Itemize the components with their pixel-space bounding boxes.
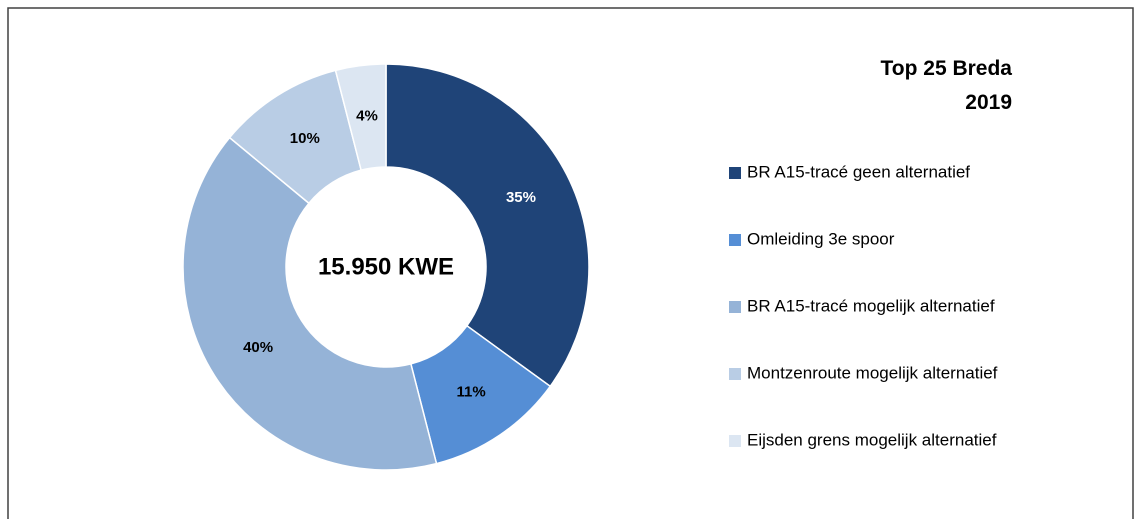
legend-swatch <box>729 167 741 179</box>
donut-slice <box>385 63 590 388</box>
legend-swatch <box>729 234 741 246</box>
legend-swatch <box>729 301 741 313</box>
data-label: 10% <box>290 130 320 147</box>
data-label: 11% <box>457 383 486 400</box>
donut-slice <box>182 136 438 471</box>
legend-label: Eijsden grens mogelijk alternatief <box>747 430 997 449</box>
center-label: 15.950 KWE <box>318 253 454 280</box>
legend-label: BR A15-tracé mogelijk alternatief <box>747 296 995 315</box>
frame <box>7 7 1134 519</box>
legend-swatch <box>729 368 741 380</box>
donut-slice <box>334 63 387 172</box>
data-label: 35% <box>506 189 536 206</box>
chart-title: Top 25 Breda 2019 <box>880 57 1012 114</box>
legend-label: Montzenroute mogelijk alternatief <box>747 363 998 382</box>
legend-label: BR A15-tracé geen alternatief <box>747 162 970 181</box>
data-label: 40% <box>243 339 273 356</box>
legend-label: Omleiding 3e spoor <box>747 229 895 248</box>
legend-swatch <box>729 435 741 447</box>
data-label: 4% <box>356 108 378 125</box>
